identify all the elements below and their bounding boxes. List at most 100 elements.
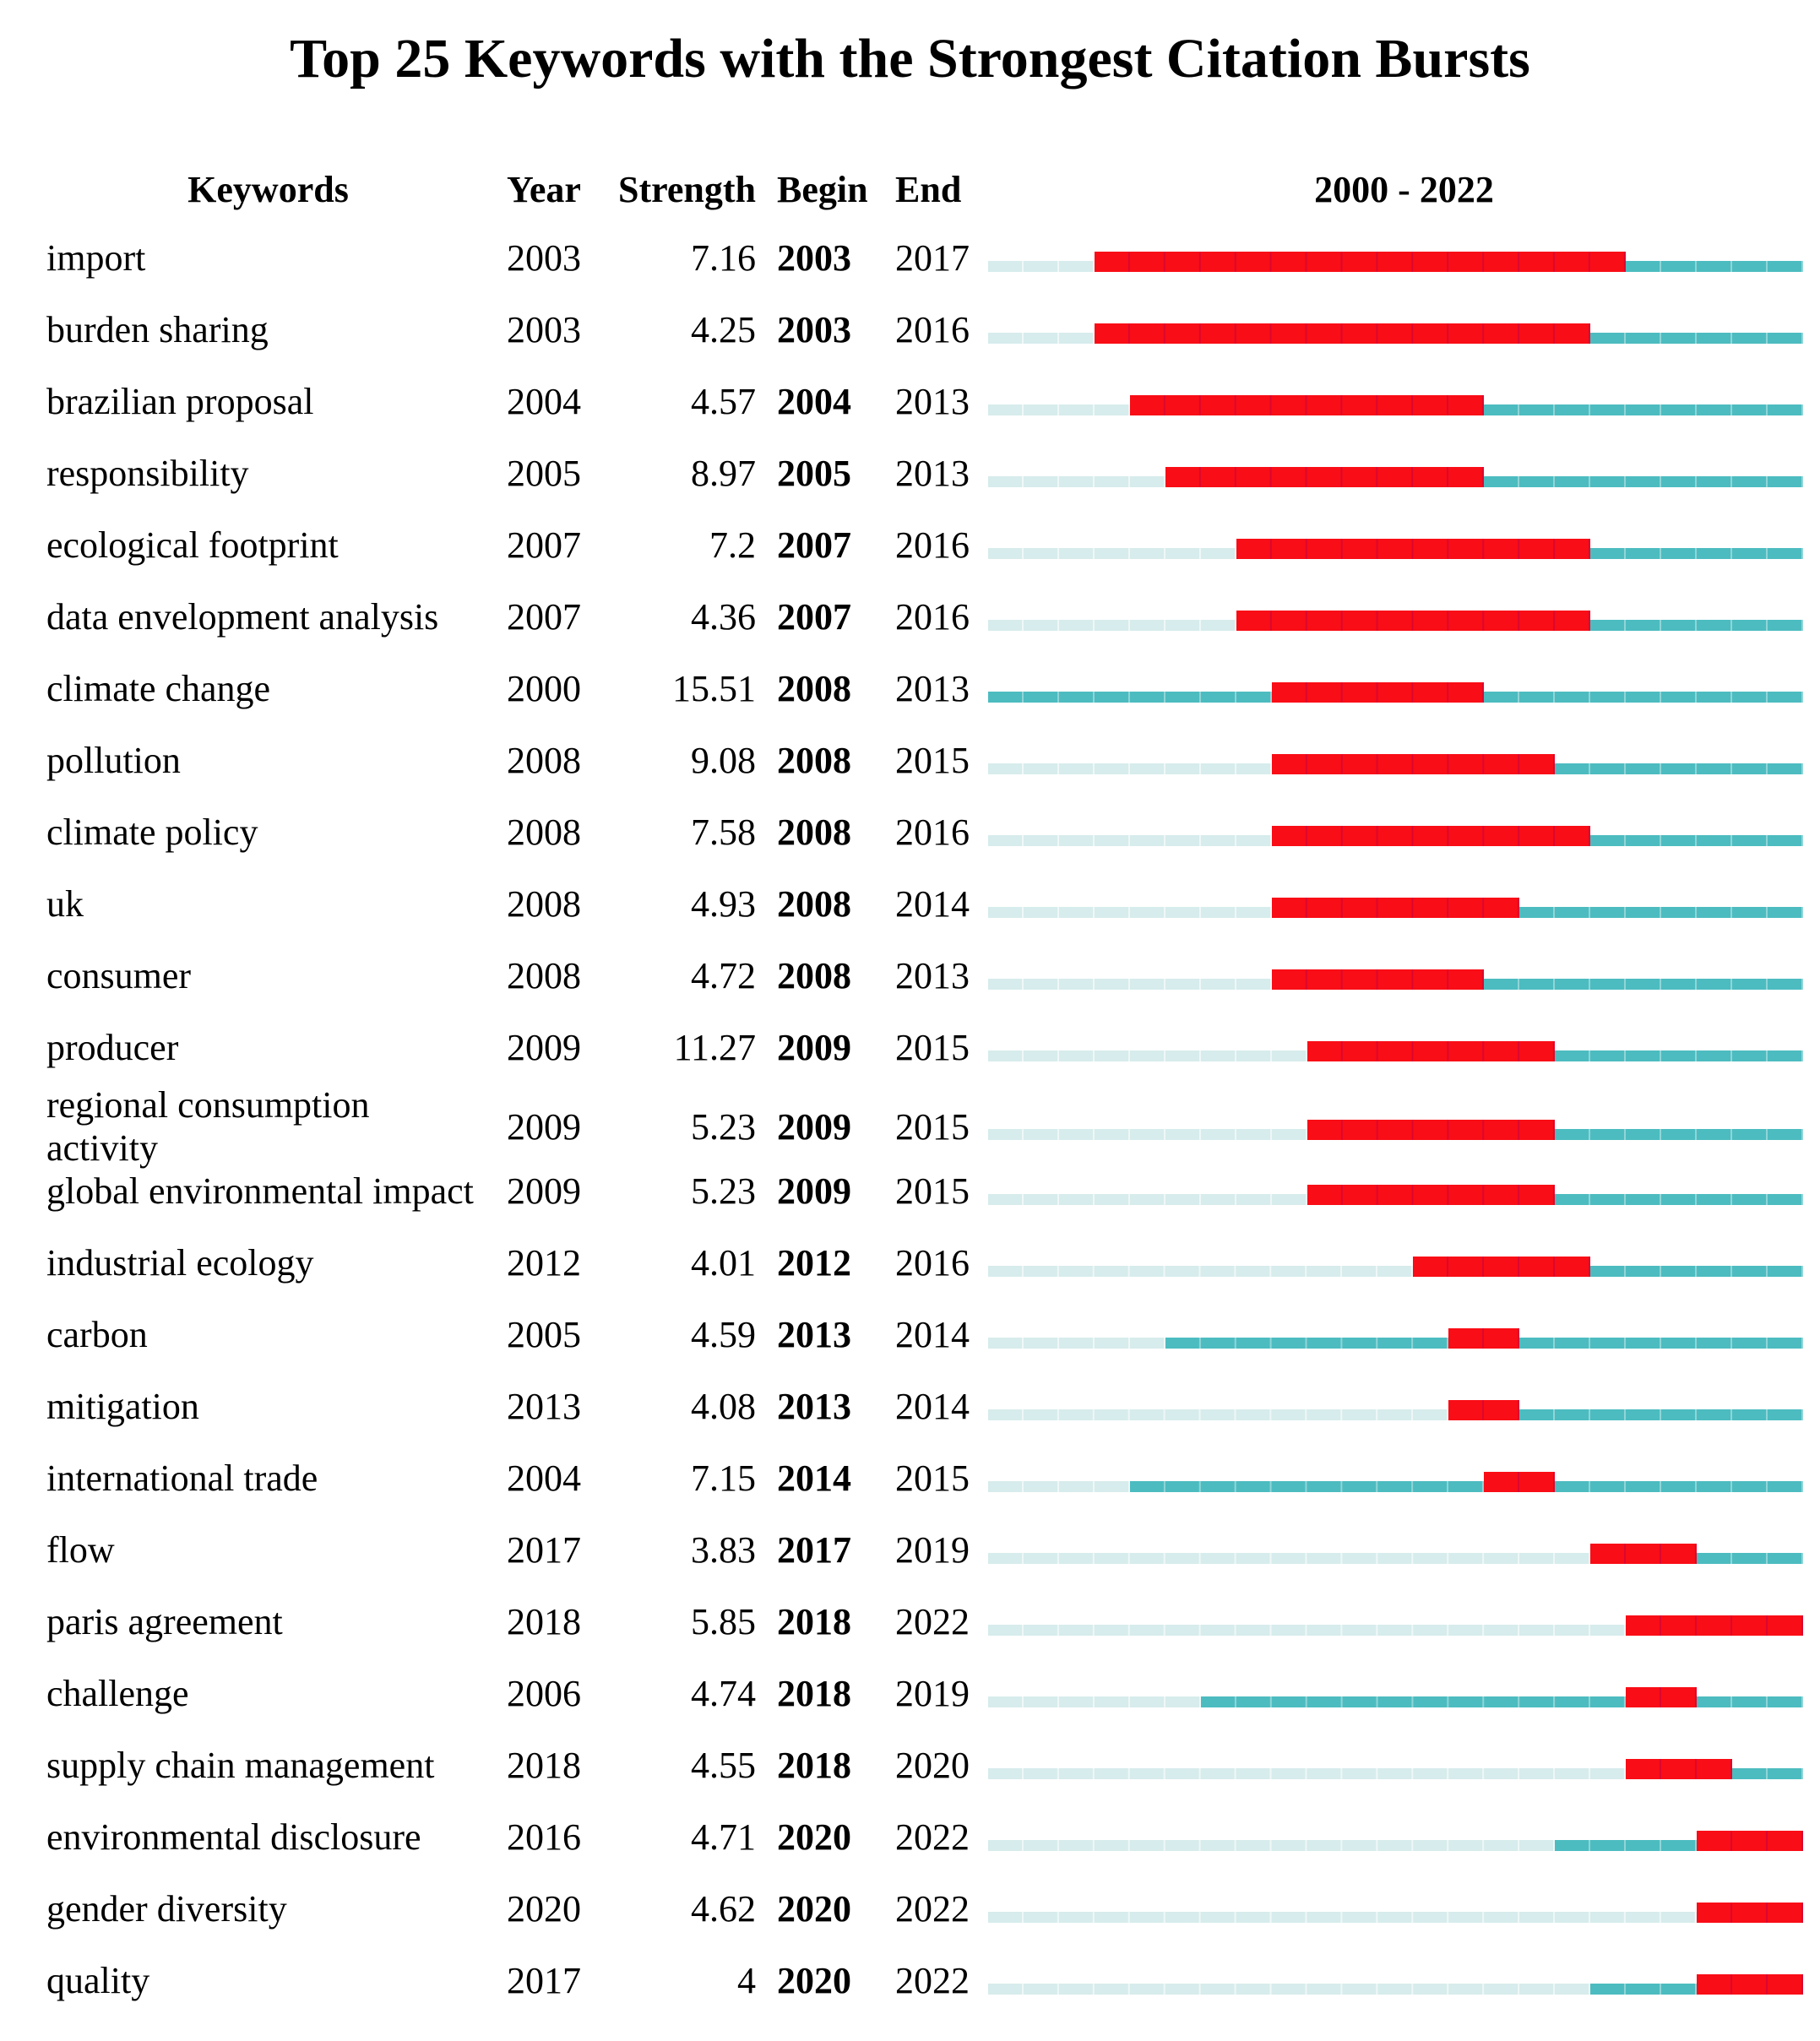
pre-appearance-segment (988, 978, 1272, 990)
year-value: 2016 (507, 1816, 581, 1858)
table-row: flow 2017 3.83 2017 2019 (0, 1514, 1820, 1586)
begin-value: 2020 (777, 1816, 851, 1858)
keyword-label: flow (46, 1529, 115, 1571)
end-value: 2022 (895, 1816, 970, 1858)
strength-value: 15.51 (672, 668, 756, 709)
active-segment (1165, 1337, 1449, 1349)
year-value: 2005 (507, 453, 581, 494)
begin-value: 2004 (777, 381, 851, 422)
end-value: 2017 (895, 237, 970, 279)
timeline-cell (975, 535, 1820, 559)
strength-value: 5.85 (691, 1601, 756, 1642)
burst-timeline-bar (988, 1399, 1803, 1420)
table-row: quality 2017 4 2020 2022 (0, 1945, 1820, 2017)
burst-timeline-bar (988, 1471, 1803, 1492)
post-burst-segment (1484, 691, 1803, 703)
table-row: producer 2009 11.27 2009 2015 (0, 1012, 1820, 1083)
col-header-strength: Strength (618, 168, 756, 210)
burst-segment (1307, 1184, 1556, 1205)
year-value: 2008 (507, 883, 581, 925)
timeline-cell (975, 1899, 1820, 1923)
burst-segment (1094, 323, 1591, 344)
timeline-cell (975, 1038, 1820, 1061)
table-row: responsibility 2005 8.97 2005 2013 (0, 437, 1820, 509)
strength-value: 4.25 (691, 309, 756, 350)
post-burst-segment (1590, 619, 1803, 631)
burst-timeline-bar (988, 897, 1803, 918)
burst-segment (1413, 1256, 1591, 1277)
table-header-row: Keywords Year Strength Begin End 2000 - … (0, 156, 1820, 222)
burst-timeline-bar (988, 1830, 1803, 1851)
year-value: 2009 (507, 1105, 581, 1148)
timeline-cell (975, 1756, 1820, 1779)
pre-appearance-segment (988, 1409, 1449, 1420)
table-row: industrial ecology 2012 4.01 2012 2016 (0, 1227, 1820, 1299)
burst-timeline-bar (988, 753, 1803, 774)
burst-timeline-bar (988, 251, 1803, 272)
end-value: 2022 (895, 1888, 970, 1930)
post-burst-segment (1697, 1552, 1803, 1564)
begin-value: 2008 (777, 883, 851, 925)
end-value: 2016 (895, 1242, 970, 1284)
table-row: ecological footprint 2007 7.2 2007 2016 (0, 509, 1820, 581)
year-value: 2005 (507, 1314, 581, 1355)
table-row: consumer 2008 4.72 2008 2013 (0, 940, 1820, 1012)
burst-segment (1307, 1120, 1556, 1140)
burst-timeline-bar (988, 1615, 1803, 1636)
begin-value: 2017 (777, 1529, 851, 1571)
burst-segment (1448, 1327, 1520, 1349)
year-value: 2000 (507, 668, 581, 709)
pre-appearance-segment (988, 332, 1095, 344)
post-burst-segment (1590, 834, 1803, 846)
begin-value: 2014 (777, 1457, 851, 1499)
burst-timeline-bar (988, 1686, 1803, 1707)
post-burst-segment (1697, 1696, 1803, 1707)
strength-value: 7.2 (709, 524, 756, 566)
table-row: regional consumption activity 2009 5.23 … (0, 1083, 1820, 1169)
begin-value: 2013 (777, 1386, 851, 1427)
year-value: 2009 (507, 1170, 581, 1212)
pre-appearance-segment (988, 1129, 1307, 1140)
pre-appearance-segment (988, 260, 1095, 272)
post-burst-segment (1555, 1480, 1803, 1492)
burst-segment (1236, 610, 1591, 631)
end-value: 2016 (895, 309, 970, 350)
col-header-end: End (895, 168, 962, 210)
active-segment (1200, 1696, 1627, 1707)
strength-value: 7.58 (691, 812, 756, 853)
timeline-cell (975, 320, 1820, 344)
burst-segment (1165, 466, 1485, 487)
keyword-label: burden sharing (46, 309, 269, 350)
burst-segment (1129, 394, 1485, 415)
begin-value: 2018 (777, 1745, 851, 1786)
post-burst-segment (1484, 404, 1803, 415)
table-row: pollution 2008 9.08 2008 2015 (0, 725, 1820, 796)
strength-value: 4.57 (691, 381, 756, 422)
year-value: 2003 (507, 309, 581, 350)
timeline-cell (975, 1181, 1820, 1205)
pre-appearance-segment (988, 1050, 1307, 1061)
keyword-label: quality (46, 1960, 150, 2001)
year-value: 2018 (507, 1745, 581, 1786)
table-row: uk 2008 4.93 2008 2014 (0, 868, 1820, 940)
post-burst-segment (1590, 547, 1803, 559)
table-body: import 2003 7.16 2003 2017 burden sharin… (0, 222, 1820, 2017)
strength-value: 4.55 (691, 1745, 756, 1786)
strength-value: 11.27 (673, 1027, 756, 1068)
post-burst-segment (1484, 978, 1803, 990)
pre-appearance-segment (988, 1265, 1414, 1277)
table-row: mitigation 2013 4.08 2013 2014 (0, 1371, 1820, 1442)
timeline-cell (975, 1971, 1820, 1995)
timeline-cell (975, 1612, 1820, 1636)
keyword-label: regional consumption activity (46, 1084, 370, 1169)
table-row: global environmental impact 2009 5.23 20… (0, 1155, 1820, 1227)
burst-timeline-bar (988, 1543, 1803, 1564)
pre-appearance-segment (988, 763, 1272, 774)
begin-value: 2009 (777, 1027, 851, 1068)
burst-table: Keywords Year Strength Begin End 2000 - … (0, 156, 1820, 2017)
pre-appearance-segment (988, 1624, 1627, 1636)
strength-value: 4.36 (691, 596, 756, 638)
year-value: 2012 (507, 1242, 581, 1284)
strength-value: 3.83 (691, 1529, 756, 1571)
end-value: 2022 (895, 1960, 970, 2001)
